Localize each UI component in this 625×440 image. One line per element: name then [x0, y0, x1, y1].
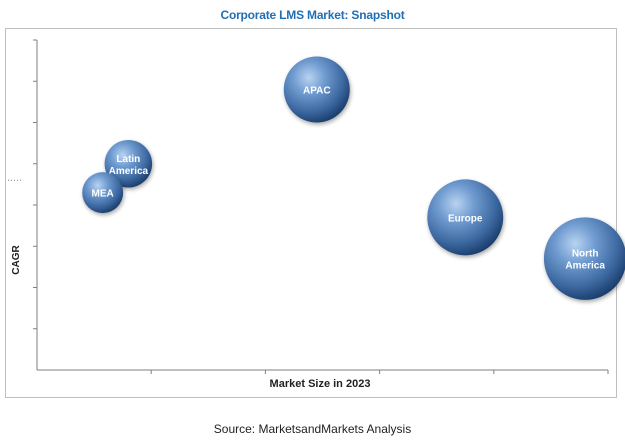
- bubble-point: Europe: [427, 179, 504, 256]
- bubble-point: MEA: [82, 172, 124, 214]
- bubble-marker: [543, 217, 625, 300]
- bubble-marker: [104, 139, 153, 188]
- bubble-data-label: America: [109, 166, 149, 177]
- bubble-marker: [82, 172, 124, 214]
- bubble-marker: [283, 56, 350, 123]
- bubble-data-label: Europe: [448, 213, 483, 224]
- y-axis-label: CAGR: [11, 245, 22, 275]
- bubble-data-label: Latin: [116, 154, 140, 165]
- bubble-marker: [427, 179, 504, 256]
- bubble-data-label: America: [565, 261, 605, 272]
- chart-frame: [5, 28, 617, 398]
- bubble-data-label: North: [572, 249, 599, 260]
- source-note: Source: MarketsandMarkets Analysis: [213, 422, 412, 436]
- bubble-data-label: MEA: [92, 189, 114, 200]
- bubble-data-label: APAC: [303, 86, 331, 97]
- bubble-point: APAC: [283, 56, 350, 123]
- x-axis-label: Market Size in 2023: [270, 378, 371, 390]
- chart-title: Corporate LMS Market: Snapshot: [220, 8, 405, 22]
